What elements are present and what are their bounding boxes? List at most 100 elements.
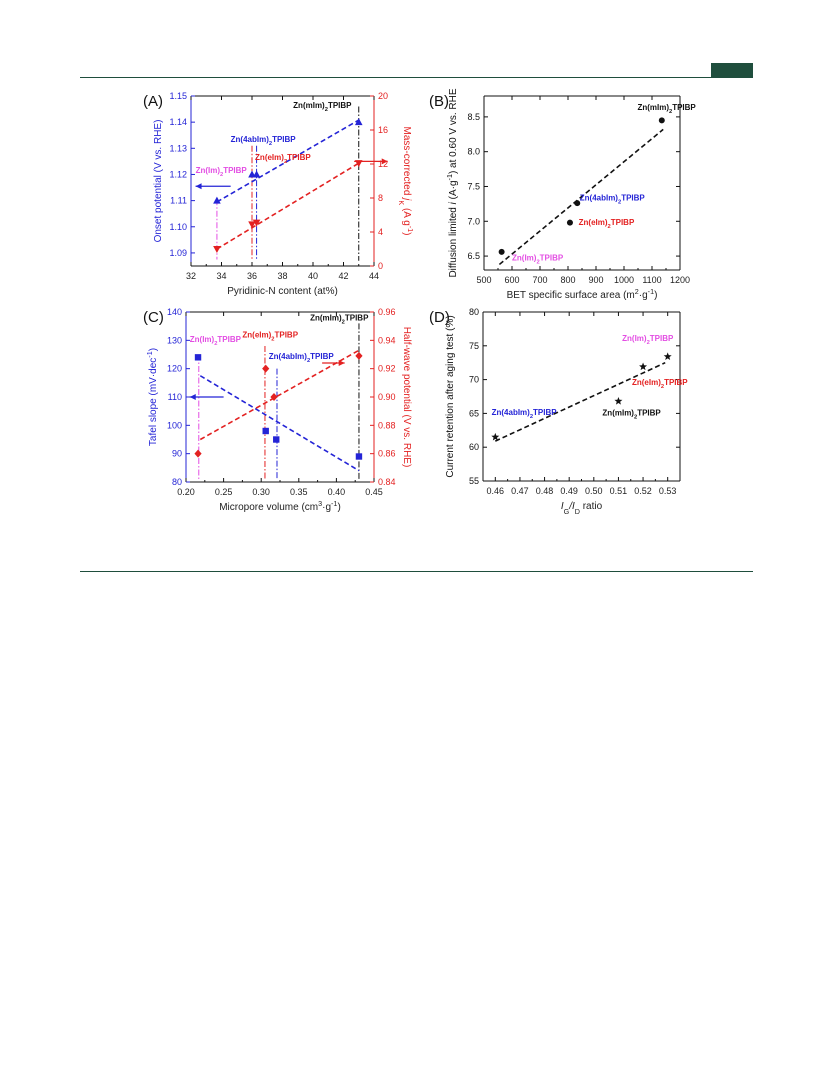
pyridinic-n-axis-label: Pyridinic-N content (at%) [227,286,338,297]
x-tick-label: 600 [504,275,519,285]
sample-label: Zn(eIm)2TPIBP [255,153,311,165]
y2-tick-label: 0.92 [378,364,396,374]
y-tick-label: 90 [172,449,182,459]
jk-axis-label-group: Mass-corrected jK (A g-1) [398,126,416,235]
y2-tick-label: 12 [378,159,388,169]
sample-label: Zn(mIm)2TPIBP [293,101,352,113]
y2-tick-label: 0.84 [378,477,396,487]
data-point [354,118,363,126]
y-tick-label: 1.10 [169,222,187,232]
data-point [252,219,261,227]
sample-label: Zn(Im)2TPIBP [190,335,242,347]
y-tick-label: 1.09 [169,248,187,258]
y2-tick-label: 8 [378,193,383,203]
sample-label: Zn(Im)2TPIBP [512,253,564,265]
y-tick-label: 1.14 [169,117,187,127]
sample-label: Zn(eIm)2TPIBP [632,378,688,390]
sample-label: Zn(4abIm)2TPIBP [231,135,297,147]
y2-tick-label: 0.96 [378,307,396,317]
x-tick-label: 0.35 [290,487,308,497]
ig-id-axis-label: IG/ID ratio [561,501,603,516]
x-tick-label: 1200 [670,275,690,285]
data-point [213,246,221,253]
tafel-axis-label: Tafel slope (mV·dec-1) [145,348,160,446]
chart-panel-a: (A)32 34 36 38 40 42 441.091.101.111.121.131.1… [143,91,416,297]
y-tick-label: 80 [469,307,479,317]
sample-label: Zn(4abIm)2TPIBP [269,352,335,364]
x-tick-label: 0.46 [487,486,505,496]
x-tick-label: 44 [369,271,379,281]
tafel-axis-label-group: Tafel slope (mV·dec-1) [145,348,160,446]
y-tick-label: 7.0 [467,216,480,226]
y-tick-label: 70 [469,375,479,385]
chart-panel-d: (D) 0.46 0.47 0.48 0.49 0.50 0.51 0.52 0.53 55 60 6… [429,307,688,516]
data-point [270,393,278,401]
y2-tick-label: 0 [378,261,383,271]
data-point [574,200,581,207]
x-tick-label: 0.30 [252,487,270,497]
y-tick-label: 110 [168,392,182,402]
x-tick-label: 0.50 [585,486,603,496]
x-tick-label: 0.53 [659,486,677,496]
chart-panel-b: (B) 500 600 700 800 900 1000 1100 1200 6.5 7.0 7.5 8… [429,88,696,301]
y-tick-label: 75 [469,341,479,351]
retention-axis-label-group: Current retention after aging test (%) [445,315,456,477]
fit-line [494,361,666,442]
data-point [262,427,269,435]
figure-bottom-rule [80,571,753,572]
y2-tick-label: 20 [378,91,388,101]
y-tick-label: 1.13 [169,143,187,153]
x-tick-label: 0.51 [610,486,628,496]
fit-line [199,375,360,472]
data-point [262,364,270,373]
data-point [355,453,363,460]
y-tick-label: 8.5 [467,112,480,122]
x-tick-label: 700 [532,275,547,285]
x-tick-label: 0.45 [365,487,383,497]
data-point [252,170,261,178]
sample-label: Zn(mIm)2TPIBP [310,314,369,326]
y-tick-label: 140 [167,307,182,317]
retention-axis-label: Current retention after aging test (%) [445,315,456,477]
y-tick-label: 60 [469,442,479,452]
x-tick-label: 34 [216,271,226,281]
data-point [498,248,505,255]
y-tick-label: 55 [469,476,479,486]
y-tick-label: 130 [167,335,182,345]
y-tick-label: 1.15 [169,91,187,101]
x-tick-label: 800 [560,275,575,285]
fit-line [498,128,664,266]
half-wave-axis-label: Half-wave potential (V vs. RHE) [401,327,412,468]
sample-label: Zn(4abIm)2TPIBP [580,193,646,205]
jk-axis-label: Mass-corrected jK (A g-1) [398,126,416,235]
x-tick-label: 36 [247,271,257,281]
y2-tick-label: 0.90 [378,392,396,402]
onset-potential-axis-label-group: Onset potential (V vs. RHE) [153,120,164,243]
panel-letter: (A) [143,93,163,110]
y-tick-label: 65 [469,408,479,418]
data-point [194,449,202,458]
sample-label: Zn(Im)2TPIBP [622,334,674,346]
data-point [355,351,363,360]
diffusion-current-axis-label: Diffusion limited i (A·g-1) at 0.60 V vs… [445,88,460,277]
x-tick-label: 0.49 [560,486,578,496]
sample-label: Zn(Im)2TPIBP [196,166,248,178]
panel-letter: (C) [143,309,164,326]
x-tick-label: 42 [338,271,348,281]
data-point [566,219,573,226]
sample-label: Zn(mIm)2TPIBP [602,408,661,420]
fit-line [216,162,360,250]
half-wave-axis-label-group: Half-wave potential (V vs. RHE) [401,327,412,468]
sample-label: Zn(4abIm)2TPIBP [492,408,558,420]
fit-line [199,349,360,441]
x-tick-label: 1000 [614,275,634,285]
y2-tick-label: 4 [378,227,383,237]
y2-tick-label: 0.94 [378,335,396,345]
x-tick-label: 0.48 [536,486,554,496]
x-tick-label: 0.40 [328,487,346,497]
header-rule [80,77,753,78]
axis-arrowhead [195,183,202,190]
y-tick-label: 80 [172,477,182,487]
y-tick-label: 8.0 [467,147,480,157]
y-tick-label: 1.12 [169,169,187,179]
